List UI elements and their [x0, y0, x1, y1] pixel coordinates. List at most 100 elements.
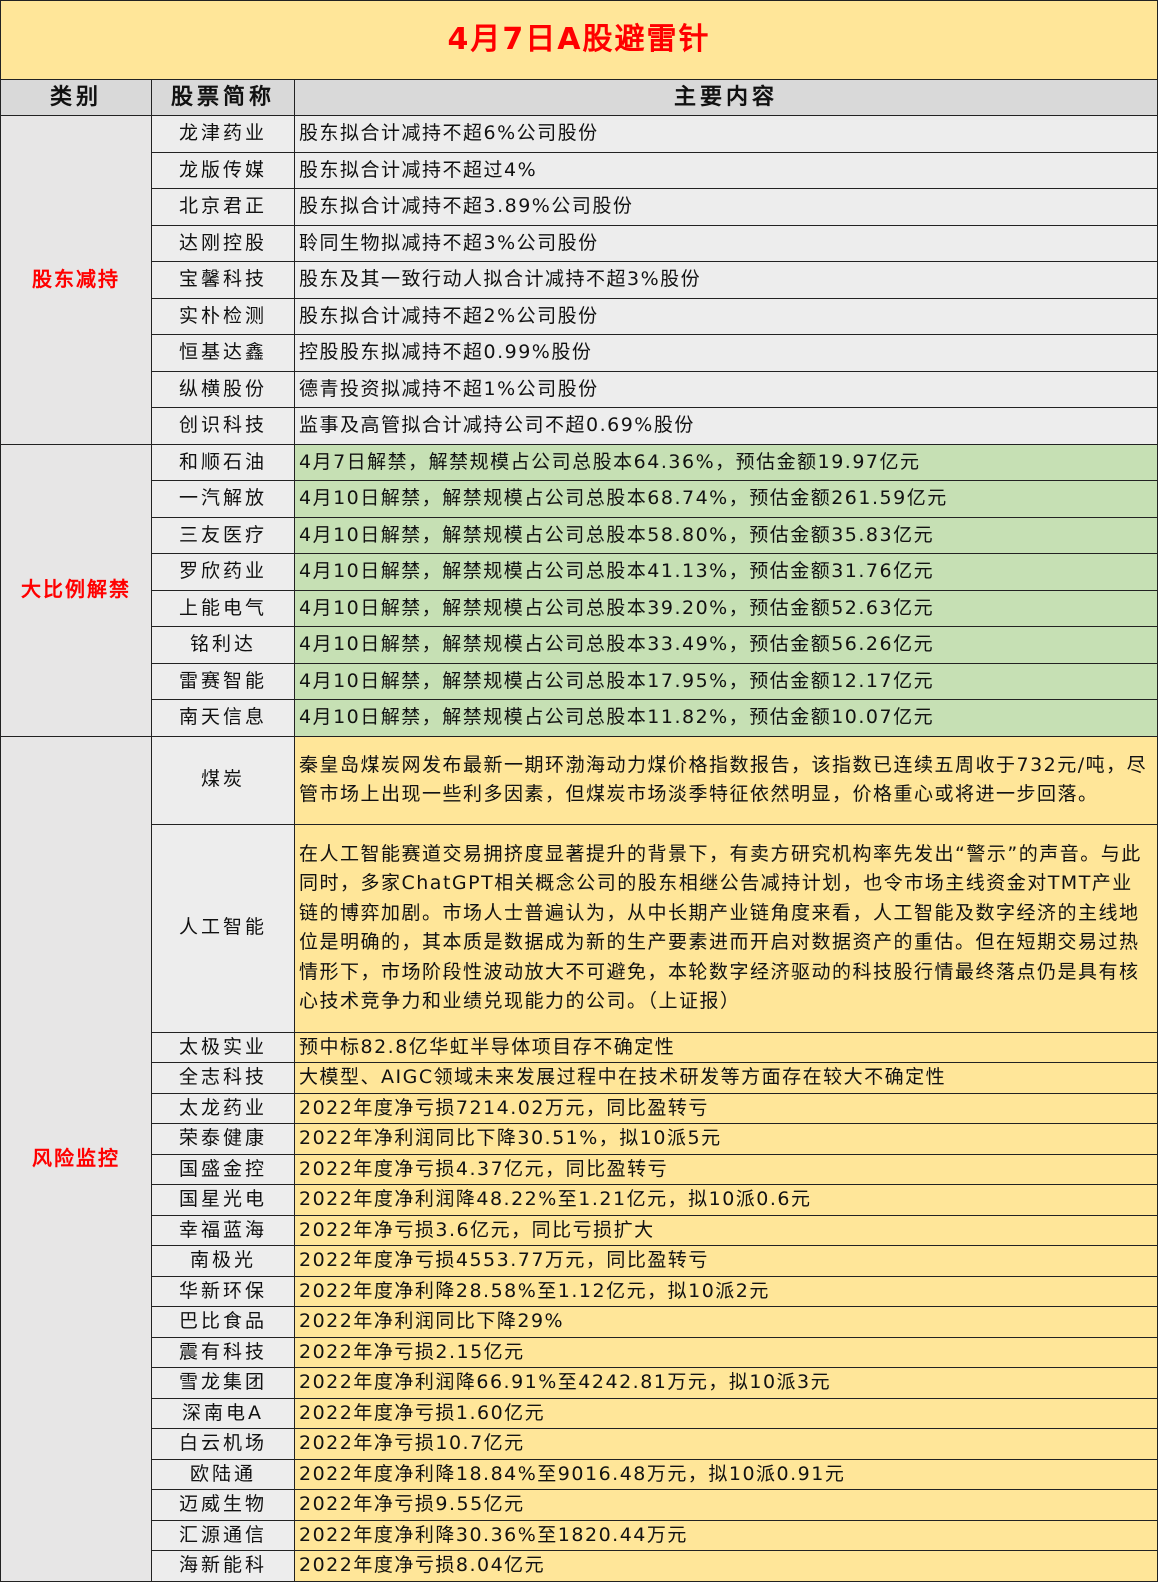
content-cell: 股东拟合计减持不超2%公司股份 [294, 297, 1158, 335]
stock-name-cell: 华新环保 [151, 1275, 295, 1307]
stock-name-cell: 和顺石油 [151, 443, 295, 481]
table-row: 人工智能 在人工智能赛道交易拥挤度显著提升的背景下，有卖方研究机构率先发出“警示”… [1, 823, 1158, 1033]
stock-name-cell: 幸福蓝海 [151, 1214, 295, 1246]
content-cell: 2022年净亏损3.6亿元，同比亏损扩大 [294, 1214, 1158, 1246]
table-row: 股东减持 龙津药业 股东拟合计减持不超6%公司股份 [0, 115, 1158, 445]
content-cell: 监事及高管拟合计减持公司不超0.69%股份 [294, 407, 1158, 445]
table-row: 荣泰健康 2022年净利润同比下降30.51%，拟10派5元 [1, 1123, 1158, 1155]
content-cell: 德青投资拟减持不超1%公司股份 [294, 370, 1158, 408]
stock-name-cell: 太极实业 [151, 1031, 295, 1063]
header-content: 主要内容 [294, 79, 1158, 116]
stock-name-cell: 太龙药业 [151, 1092, 295, 1124]
content-cell: 聆同生物拟减持不超3%公司股份 [294, 224, 1158, 262]
table-row: 全志科技 大模型、AIGC领域未来发展过程中在技术研发等方面存在较大不确定性 [1, 1062, 1158, 1094]
table-row: 恒基达鑫 控股股东拟减持不超0.99%股份 [1, 334, 1158, 372]
stock-name-cell: 龙版传媒 [151, 151, 295, 189]
stock-name-cell: 上能电气 [151, 589, 295, 627]
stock-name-cell: 煤炭 [151, 735, 295, 825]
stock-name-cell: 铭利达 [151, 626, 295, 664]
content-cell: 2022年净利润同比下降30.51%，拟10派5元 [294, 1123, 1158, 1155]
table-row: 白云机场 2022年净亏损10.7亿元 [1, 1428, 1158, 1460]
stock-name-cell: 三友医疗 [151, 516, 295, 554]
table-row: 巴比食品 2022年净利润同比下降29% [1, 1306, 1158, 1338]
stock-name-cell: 雷赛智能 [151, 662, 295, 700]
stock-name-cell: 雪龙集团 [151, 1367, 295, 1399]
table-row: 纵横股份 德青投资拟减持不超1%公司股份 [1, 370, 1158, 408]
stock-name-cell: 欧陆通 [151, 1458, 295, 1490]
table-row: 国盛金控 2022年度净亏损4.37亿元，同比盈转亏 [1, 1153, 1158, 1185]
table-row: 雷赛智能 4月10日解禁，解禁规模占公司总股本17.95%，预估金额12.17亿元 [1, 662, 1158, 700]
content-cell: 2022年净亏损9.55亿元 [294, 1489, 1158, 1521]
content-cell: 2022年度净利降18.84%至9016.48万元，拟10派0.91元 [294, 1458, 1158, 1490]
content-cell: 2022年度净亏损4.37亿元，同比盈转亏 [294, 1153, 1158, 1185]
content-cell: 控股股东拟减持不超0.99%股份 [294, 334, 1158, 372]
stock-name-cell: 创识科技 [151, 407, 295, 445]
table-row: 上能电气 4月10日解禁，解禁规模占公司总股本39.20%，预估金额52.63亿元 [1, 589, 1158, 627]
content-cell: 4月10日解禁，解禁规模占公司总股本33.49%，预估金额56.26亿元 [294, 626, 1158, 664]
content-cell: 大模型、AIGC领域未来发展过程中在技术研发等方面存在较大不确定性 [294, 1062, 1158, 1094]
content-cell: 2022年度净利降30.36%至1820.44万元 [294, 1519, 1158, 1551]
content-cell: 4月10日解禁，解禁规模占公司总股本17.95%，预估金额12.17亿元 [294, 662, 1158, 700]
stock-name-cell: 达刚控股 [151, 224, 295, 262]
table-row: 幸福蓝海 2022年净亏损3.6亿元，同比亏损扩大 [1, 1214, 1158, 1246]
stock-name-cell: 恒基达鑫 [151, 334, 295, 372]
content-cell: 4月10日解禁，解禁规模占公司总股本68.74%，预估金额261.59亿元 [294, 480, 1158, 518]
table-row: 华新环保 2022年度净利降28.58%至1.12亿元，拟10派2元 [1, 1275, 1158, 1307]
category-cell: 大比例解禁 [0, 443, 152, 737]
stock-name-cell: 深南电A [151, 1397, 295, 1429]
content-cell: 预中标82.8亿华虹半导体项目存不确定性 [294, 1031, 1158, 1063]
content-cell: 股东及其一致行动人拟合计减持不超3%股份 [294, 261, 1158, 299]
content-cell: 2022年净亏损2.15亿元 [294, 1336, 1158, 1368]
content-cell: 2022年度净亏损7214.02万元，同比盈转亏 [294, 1092, 1158, 1124]
table-row: 雪龙集团 2022年度净利润降66.91%至4242.81万元，拟10派3元 [1, 1367, 1158, 1399]
table-row: 南极光 2022年度净亏损4553.77万元，同比盈转亏 [1, 1245, 1158, 1277]
stock-name-cell: 海新能科 [151, 1550, 295, 1582]
content-cell: 秦皇岛煤炭网发布最新一期环渤海动力煤价格指数报告，该指数已连续五周收于732元/… [294, 735, 1158, 825]
table-row: 宝馨科技 股东及其一致行动人拟合计减持不超3%股份 [1, 261, 1158, 299]
content-cell: 4月10日解禁，解禁规模占公司总股本41.13%，预估金额31.76亿元 [294, 553, 1158, 591]
content-cell: 4月10日解禁，解禁规模占公司总股本39.20%，预估金额52.63亿元 [294, 589, 1158, 627]
table-row: 国星光电 2022年度净利润降48.22%至1.21亿元，拟10派0.6元 [1, 1184, 1158, 1216]
stock-name-cell: 荣泰健康 [151, 1123, 295, 1155]
stock-name-cell: 国盛金控 [151, 1153, 295, 1185]
content-cell: 4月10日解禁，解禁规模占公司总股本58.80%，预估金额35.83亿元 [294, 516, 1158, 554]
content-cell: 2022年度净亏损4553.77万元，同比盈转亏 [294, 1245, 1158, 1277]
stock-name-cell: 一汽解放 [151, 480, 295, 518]
table-row: 海新能科 2022年度净亏损8.04亿元 [1, 1550, 1158, 1582]
content-cell: 2022年度净亏损8.04亿元 [294, 1550, 1158, 1582]
table-row: 风险监控 煤炭 秦皇岛煤炭网发布最新一期环渤海动力煤价格指数报告，该指数已连续五周收… [0, 735, 1158, 1582]
table-row: 太龙药业 2022年度净亏损7214.02万元，同比盈转亏 [1, 1092, 1158, 1124]
table-row: 罗欣药业 4月10日解禁，解禁规模占公司总股本41.13%，预估金额31.76亿元 [1, 553, 1158, 591]
stock-name-cell: 宝馨科技 [151, 261, 295, 299]
content-cell: 4月7日解禁，解禁规模占公司总股本64.36%，预估金额19.97亿元 [294, 443, 1158, 481]
page-title: 4月7日A股避雷针 [0, 0, 1158, 80]
category-cell: 风险监控 [0, 735, 152, 1582]
stock-name-cell: 南天信息 [151, 699, 295, 737]
stock-name-cell: 汇源通信 [151, 1519, 295, 1551]
content-cell: 2022年度净利润降48.22%至1.21亿元，拟10派0.6元 [294, 1184, 1158, 1216]
stock-name-cell: 全志科技 [151, 1062, 295, 1094]
content-cell: 4月10日解禁，解禁规模占公司总股本11.82%，预估金额10.07亿元 [294, 699, 1158, 737]
stock-name-cell: 纵横股份 [151, 370, 295, 408]
table-row: 龙版传媒 股东拟合计减持不超过4% [1, 151, 1158, 189]
stock-name-cell: 南极光 [151, 1245, 295, 1277]
table-row: 震有科技 2022年净亏损2.15亿元 [1, 1336, 1158, 1368]
stock-name-cell: 人工智能 [151, 823, 295, 1033]
table-row: 欧陆通 2022年度净利降18.84%至9016.48万元，拟10派0.91元 [1, 1458, 1158, 1490]
table-row: 北京君正 股东拟合计减持不超3.89%公司股份 [1, 188, 1158, 226]
content-cell: 2022年净亏损10.7亿元 [294, 1428, 1158, 1460]
table-row: 汇源通信 2022年度净利降30.36%至1820.44万元 [1, 1519, 1158, 1551]
table-row: 达刚控股 聆同生物拟减持不超3%公司股份 [1, 224, 1158, 262]
content-cell: 股东拟合计减持不超过4% [294, 151, 1158, 189]
table-row: 创识科技 监事及高管拟合计减持公司不超0.69%股份 [1, 407, 1158, 445]
header-category: 类别 [0, 79, 152, 116]
content-cell: 2022年度净利降28.58%至1.12亿元，拟10派2元 [294, 1275, 1158, 1307]
content-cell: 股东拟合计减持不超3.89%公司股份 [294, 188, 1158, 226]
table-row: 三友医疗 4月10日解禁，解禁规模占公司总股本58.80%，预估金额35.83亿元 [1, 516, 1158, 554]
table-row: 南天信息 4月10日解禁，解禁规模占公司总股本11.82%，预估金额10.07亿元 [1, 699, 1158, 737]
table-row: 一汽解放 4月10日解禁，解禁规模占公司总股本68.74%，预估金额261.59亿… [1, 480, 1158, 518]
content-cell: 2022年度净利润降66.91%至4242.81万元，拟10派3元 [294, 1367, 1158, 1399]
stock-name-cell: 国星光电 [151, 1184, 295, 1216]
content-cell: 2022年度净亏损1.60亿元 [294, 1397, 1158, 1429]
